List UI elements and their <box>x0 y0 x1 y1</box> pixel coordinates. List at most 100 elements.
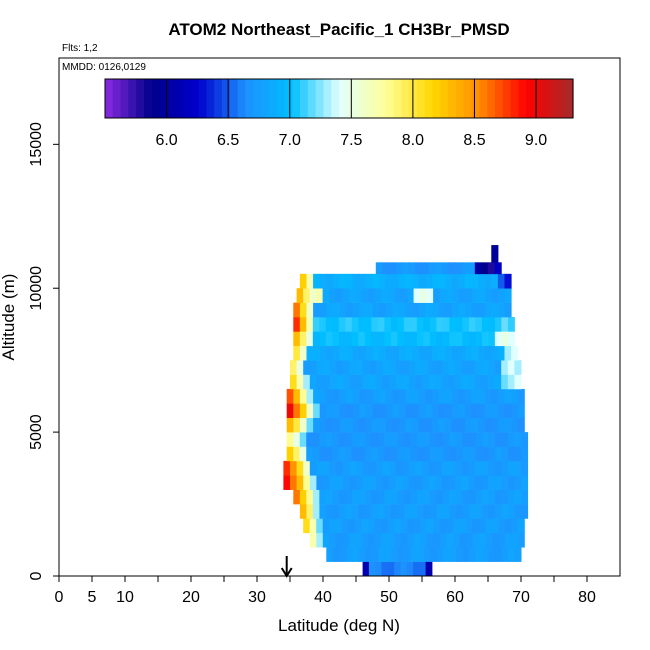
heatmap-cell <box>329 360 337 375</box>
heatmap-cell <box>511 417 519 433</box>
heatmap-cell <box>378 547 386 562</box>
heatmap-cell <box>293 489 301 505</box>
heatmap-cell <box>358 446 366 462</box>
heatmap-cell <box>475 489 483 505</box>
colorbar-segment <box>424 79 434 118</box>
heatmap-cell <box>332 331 340 347</box>
heatmap-cell <box>402 475 410 490</box>
heatmap-cell <box>501 504 509 519</box>
heatmap-cell <box>286 403 294 419</box>
heatmap-cell <box>461 360 469 375</box>
heatmap-cell <box>482 446 490 462</box>
heatmap-cell <box>306 417 314 433</box>
heatmap-cell <box>339 302 347 318</box>
heatmap-cell <box>436 331 444 347</box>
heatmap-cell <box>474 374 482 390</box>
heatmap-cell <box>451 388 459 404</box>
heatmap-cell <box>326 388 334 404</box>
heatmap-cell <box>501 446 509 462</box>
heatmap-cell <box>293 302 301 318</box>
heatmap-cell <box>471 345 479 361</box>
colorbar-segment <box>448 79 457 118</box>
heatmap-cell <box>425 302 433 318</box>
heatmap-cell <box>408 460 416 476</box>
heatmap-cell <box>400 288 408 303</box>
heatmap-cell <box>306 504 314 519</box>
heatmap-cell <box>478 518 486 534</box>
heatmap-cell <box>325 317 333 332</box>
heatmap-cell <box>508 446 516 462</box>
heatmap-cell <box>312 331 320 347</box>
heatmap-cell <box>306 432 314 447</box>
heatmap-cell <box>405 273 413 289</box>
heatmap-cell <box>381 288 389 303</box>
heatmap-cell <box>338 489 346 505</box>
heatmap-cell <box>348 532 356 548</box>
heatmap-cell <box>359 345 367 361</box>
heatmap-cell <box>472 532 480 548</box>
colorbar-segment <box>432 79 441 118</box>
heatmap-cell <box>471 273 479 289</box>
heatmap-cell <box>362 561 370 577</box>
heatmap-cell <box>422 475 430 490</box>
heatmap-cell <box>375 374 383 390</box>
colorbar-segment <box>339 79 348 118</box>
heatmap-cell <box>312 504 320 519</box>
heatmap-cell <box>435 460 443 476</box>
colorbar-tick-label: 7.0 <box>279 132 301 149</box>
colorbar-segment <box>183 79 192 118</box>
heatmap-cell <box>423 432 431 447</box>
heatmap-cell <box>319 345 327 361</box>
heatmap-cell <box>474 460 482 476</box>
heatmap-cell <box>322 288 330 303</box>
x-tick-label: 10 <box>116 589 134 606</box>
heatmap-cell <box>501 360 509 375</box>
heatmap-cell <box>412 302 420 318</box>
colorbar-segment <box>112 79 122 118</box>
heatmap-cell <box>481 360 489 375</box>
heatmap-cell <box>336 374 344 390</box>
heatmap-cell <box>481 475 489 490</box>
heatmap-cell <box>316 518 324 534</box>
colorbar-segment <box>198 79 207 118</box>
heatmap-cell <box>449 331 457 347</box>
heatmap-cell <box>435 475 443 490</box>
heatmap-cell <box>491 273 499 289</box>
heatmap-cell <box>481 374 489 390</box>
heatmap-cell <box>362 460 370 476</box>
heatmap-cell <box>482 489 490 505</box>
heatmap-cell <box>488 446 496 462</box>
heatmap-cell <box>377 504 385 519</box>
heatmap-cell <box>462 504 470 519</box>
heatmap-cell <box>438 302 446 318</box>
heatmap-cell <box>346 345 354 361</box>
heatmap-cell <box>400 561 408 577</box>
heatmap-cell <box>494 317 502 332</box>
heatmap-cell <box>346 403 354 419</box>
heatmap-cell <box>494 331 502 347</box>
heatmap-cell <box>471 417 479 433</box>
heatmap-cell <box>392 388 400 404</box>
heatmap-cell <box>446 518 454 534</box>
heatmap-cell <box>332 302 340 318</box>
heatmap-cell <box>418 403 426 419</box>
heatmap-cell <box>449 547 457 562</box>
heatmap-cell <box>355 518 363 534</box>
heatmap-cell <box>481 317 489 332</box>
heatmap-cell <box>398 302 406 318</box>
heatmap-cell <box>430 547 438 562</box>
x-axis-label: Latitude (deg N) <box>278 616 400 635</box>
colorbar-segment <box>354 79 363 118</box>
heatmap-cell <box>316 360 324 375</box>
colorbar-segment <box>479 79 488 118</box>
colorbar-segment <box>526 79 535 118</box>
heatmap-cell <box>501 432 509 447</box>
heatmap-cell <box>296 288 304 303</box>
heatmap-cell <box>299 388 307 404</box>
heatmap-cell <box>384 489 392 505</box>
heatmap-cell <box>365 547 373 562</box>
heatmap-cell <box>358 331 366 347</box>
colorbar-segment <box>495 79 504 118</box>
heatmap-cell <box>474 360 482 375</box>
colorbar-segment <box>534 79 543 118</box>
